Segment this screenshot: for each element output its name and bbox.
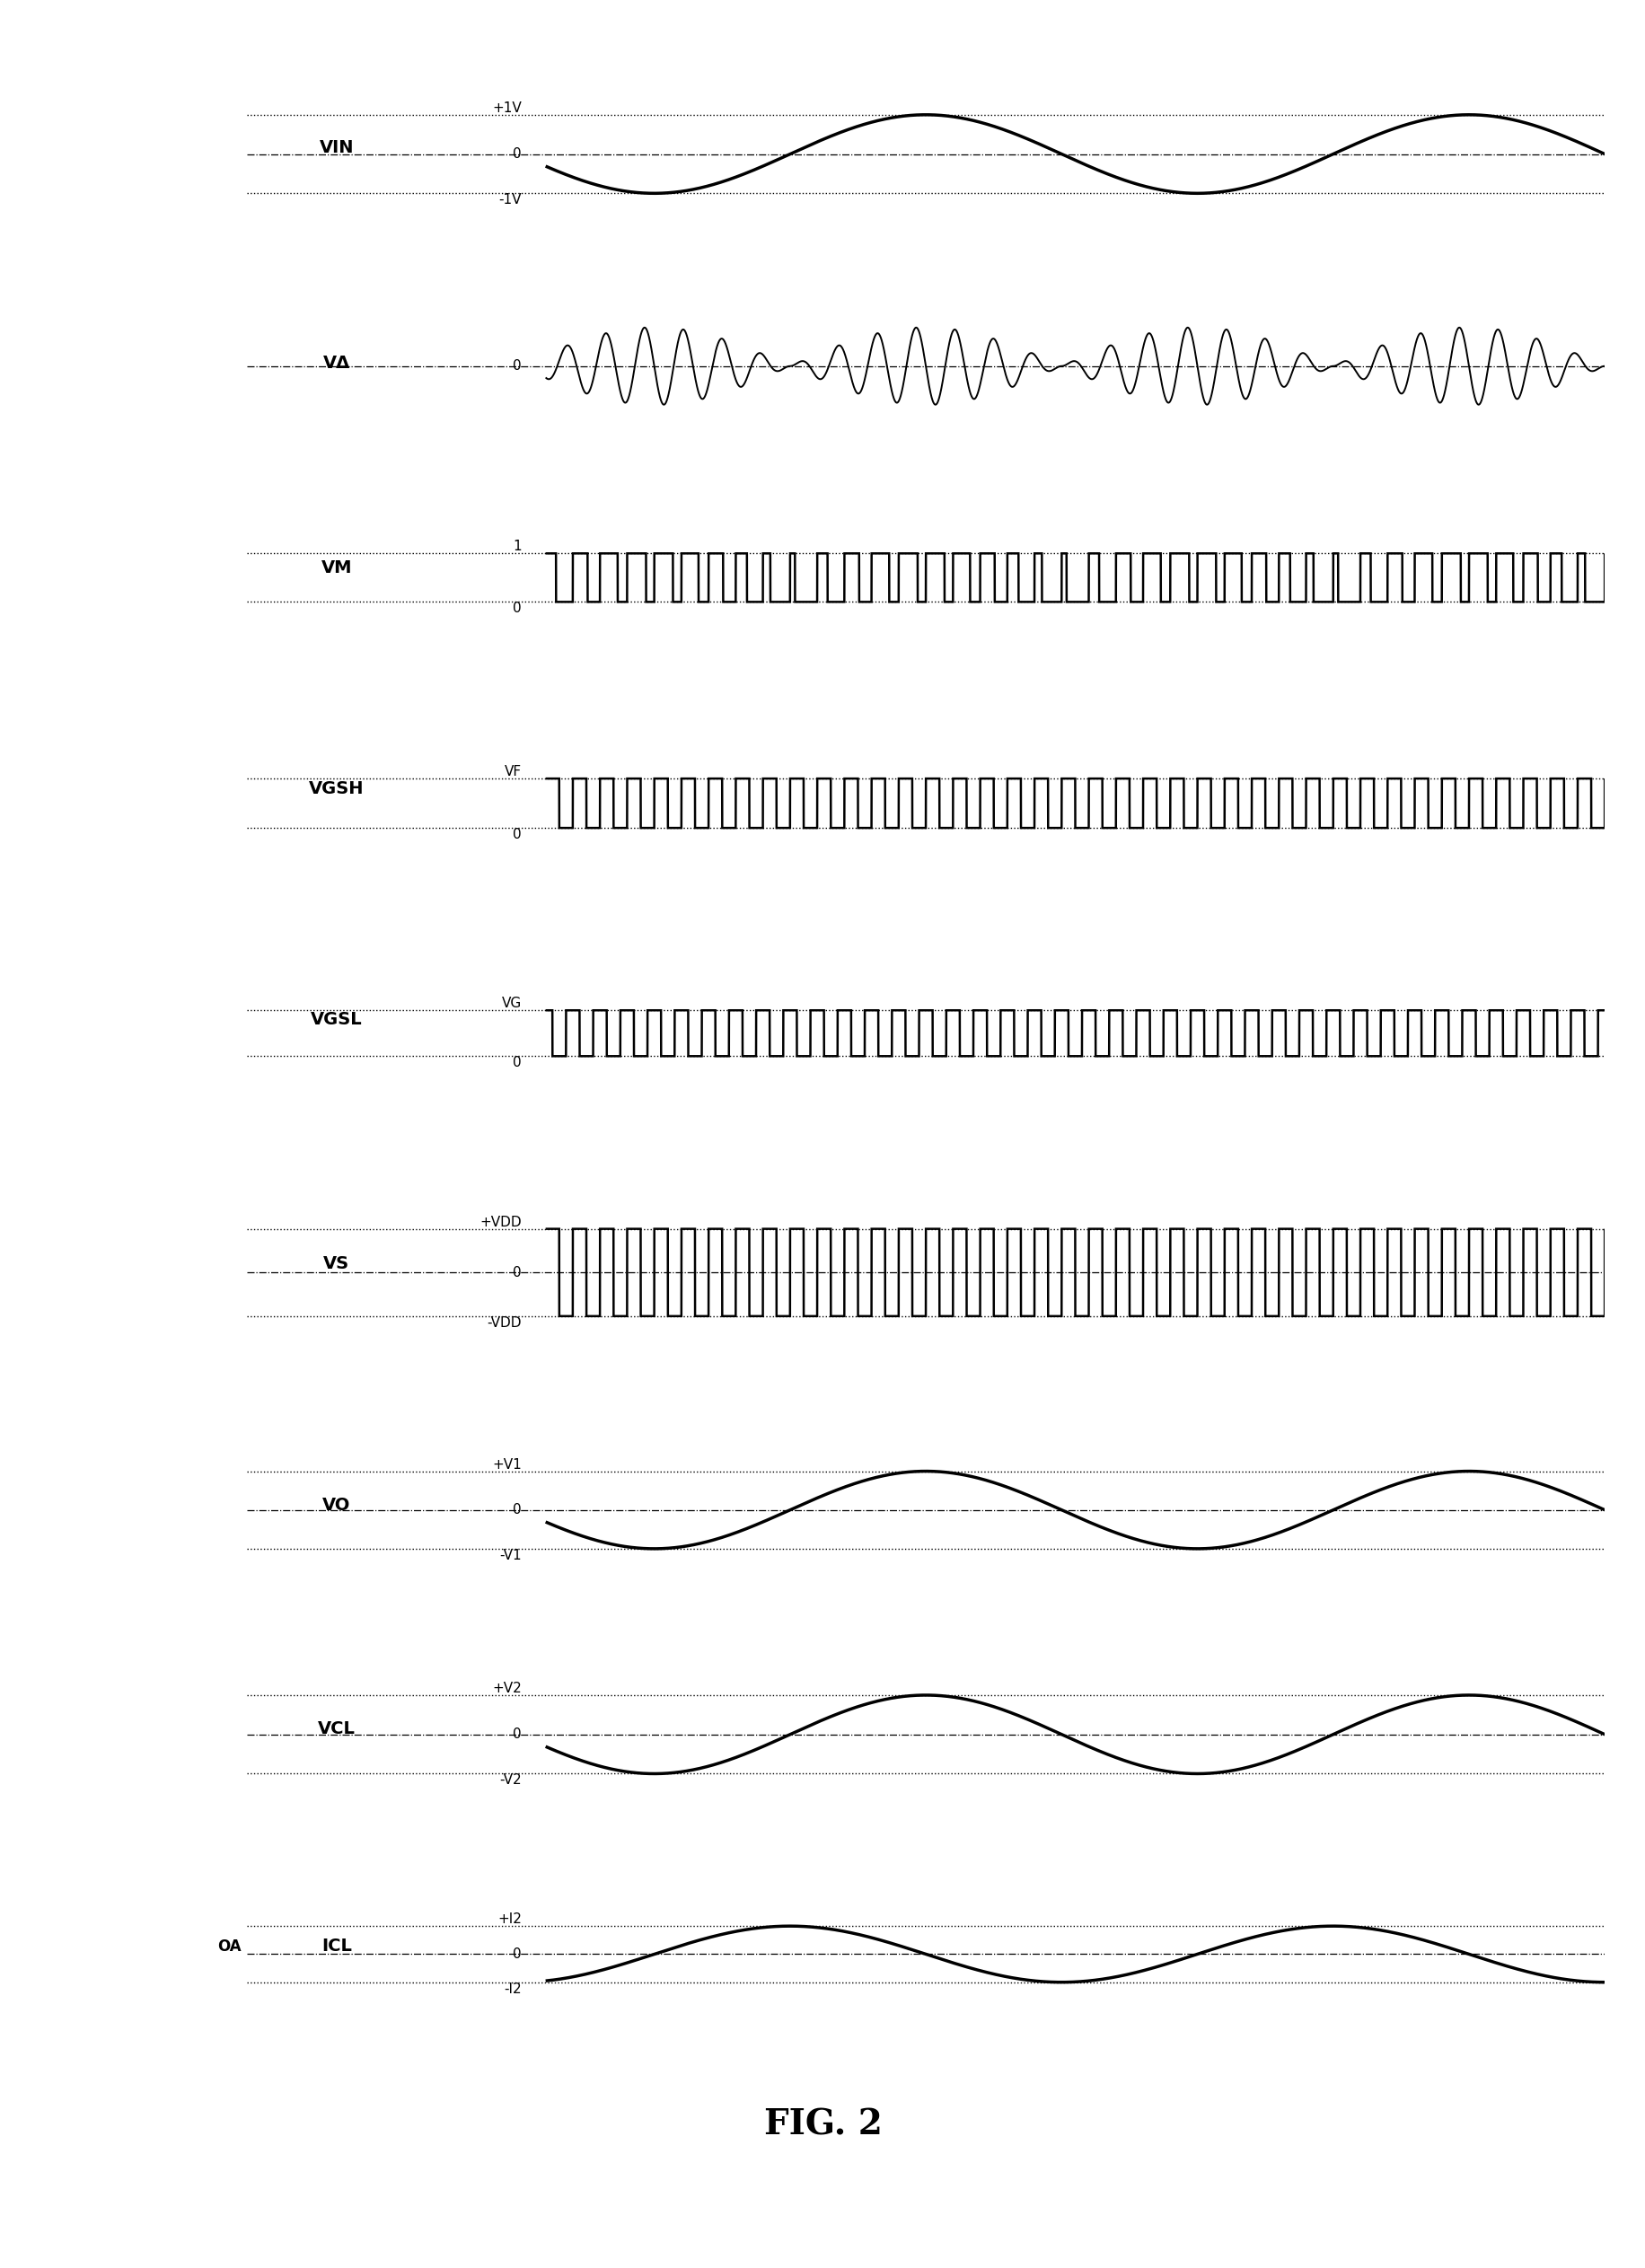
Text: +V1: +V1 bbox=[492, 1458, 521, 1472]
Text: ICL: ICL bbox=[321, 1937, 352, 1955]
Text: -I2: -I2 bbox=[503, 1982, 521, 1996]
Text: VGSH: VGSH bbox=[309, 780, 364, 796]
Text: -1V: -1V bbox=[498, 193, 521, 206]
Text: 0: 0 bbox=[513, 1504, 521, 1517]
Text: +1V: +1V bbox=[492, 102, 521, 116]
Text: 0: 0 bbox=[513, 601, 521, 615]
Text: 0: 0 bbox=[513, 1057, 521, 1070]
Text: -V1: -V1 bbox=[500, 1549, 521, 1563]
Text: 0: 0 bbox=[513, 358, 521, 372]
Text: VIN: VIN bbox=[319, 141, 354, 156]
Text: +VDD: +VDD bbox=[480, 1216, 521, 1229]
Text: VO: VO bbox=[322, 1497, 350, 1515]
Text: 0: 0 bbox=[513, 1728, 521, 1742]
Text: 0: 0 bbox=[513, 147, 521, 161]
Text: 0: 0 bbox=[513, 1266, 521, 1279]
Text: VΔ: VΔ bbox=[322, 354, 350, 372]
Text: VGSL: VGSL bbox=[311, 1012, 362, 1027]
Text: VF: VF bbox=[505, 764, 521, 778]
Text: 0: 0 bbox=[513, 828, 521, 841]
Text: -V2: -V2 bbox=[500, 1774, 521, 1787]
Text: VG: VG bbox=[502, 998, 521, 1009]
Text: 1: 1 bbox=[513, 540, 521, 553]
Text: FIG. 2: FIG. 2 bbox=[763, 2107, 882, 2143]
Text: -VDD: -VDD bbox=[487, 1315, 521, 1329]
Text: 0: 0 bbox=[513, 1948, 521, 1962]
Text: +I2: +I2 bbox=[497, 1912, 521, 1926]
Text: VCL: VCL bbox=[317, 1719, 355, 1737]
Text: VS: VS bbox=[324, 1254, 349, 1272]
Text: VM: VM bbox=[321, 560, 352, 576]
Text: +V2: +V2 bbox=[492, 1681, 521, 1694]
Text: OA: OA bbox=[217, 1939, 242, 1955]
